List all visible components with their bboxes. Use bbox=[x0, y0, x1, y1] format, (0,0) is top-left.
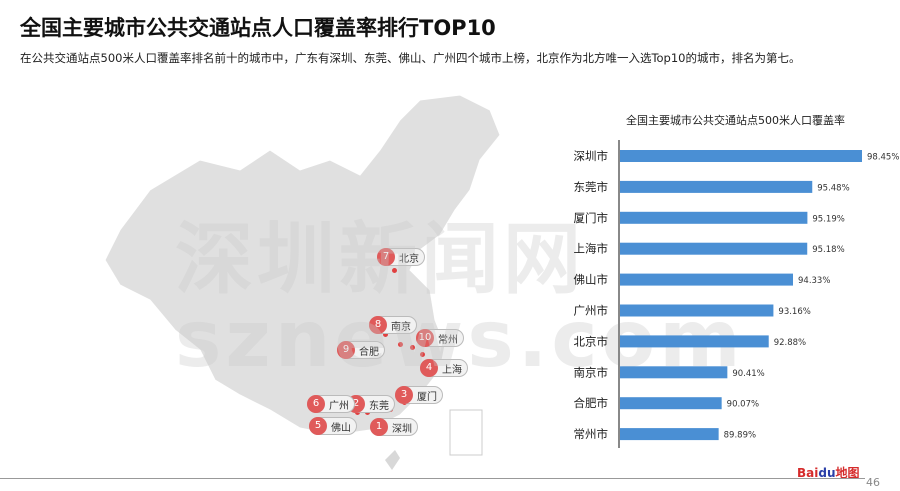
bar bbox=[620, 366, 728, 379]
page-subtitle: 在公共交通站点500米人口覆盖率排名前十的城市中，广东有深圳、东莞、佛山、广州四… bbox=[20, 51, 801, 65]
rank-badge: 9 bbox=[337, 340, 355, 359]
city-marker: 1 深圳 bbox=[370, 417, 418, 436]
baidu-map-logo: Baidu地图 bbox=[797, 466, 860, 480]
city-label: 南京 bbox=[391, 321, 411, 333]
category-label: 佛山市 bbox=[574, 273, 609, 287]
category-label: 南京市 bbox=[574, 365, 609, 379]
rank-badge: 1 bbox=[370, 417, 388, 436]
city-label: 合肥 bbox=[359, 346, 379, 358]
bar bbox=[620, 242, 808, 255]
city-label: 上海 bbox=[442, 364, 462, 376]
category-label: 合肥市 bbox=[574, 396, 609, 410]
city-marker: 3 厦门 bbox=[395, 385, 443, 404]
bar bbox=[620, 397, 722, 410]
page-title: 全国主要城市公共交通站点人口覆盖率排行TOP10 bbox=[20, 16, 496, 40]
value-label: 92.88% bbox=[774, 338, 806, 348]
city-label: 常州 bbox=[438, 334, 458, 346]
category-label: 北京市 bbox=[574, 334, 609, 348]
category-label: 上海市 bbox=[574, 242, 609, 256]
rank-badge: 10 bbox=[416, 328, 434, 347]
bar bbox=[620, 180, 813, 193]
value-label: 90.07% bbox=[727, 400, 759, 410]
category-label: 常州市 bbox=[574, 427, 609, 441]
footer-divider bbox=[0, 478, 865, 479]
city-dot bbox=[398, 342, 403, 347]
page-number: 46 bbox=[866, 476, 880, 489]
city-label: 北京 bbox=[399, 253, 419, 265]
value-label: 94.33% bbox=[798, 276, 830, 286]
value-label: 95.19% bbox=[812, 214, 844, 224]
value-label: 95.18% bbox=[812, 245, 844, 255]
bar bbox=[620, 211, 808, 224]
category-label: 深圳市 bbox=[574, 149, 609, 163]
city-marker: 4 上海 bbox=[420, 358, 468, 377]
city-marker: 5 佛山 bbox=[309, 416, 357, 435]
bar bbox=[620, 428, 719, 441]
bar bbox=[620, 273, 794, 286]
category-label: 东莞市 bbox=[574, 180, 609, 194]
category-label: 广州市 bbox=[574, 304, 609, 318]
rank-badge: 6 bbox=[307, 394, 325, 413]
city-label: 东莞 bbox=[369, 400, 389, 412]
value-label: 93.16% bbox=[778, 307, 810, 317]
category-label: 厦门市 bbox=[574, 211, 609, 225]
bar bbox=[620, 335, 769, 348]
bar bbox=[620, 304, 774, 317]
city-label: 佛山 bbox=[331, 422, 351, 434]
rank-badge: 4 bbox=[420, 358, 438, 377]
city-dot bbox=[392, 268, 397, 273]
city-label: 厦门 bbox=[417, 391, 437, 403]
china-map bbox=[104, 94, 501, 470]
chart-title: 全国主要城市公共交通站点500米人口覆盖率 bbox=[626, 114, 845, 127]
city-marker: 10 常州 bbox=[416, 328, 464, 347]
city-dot bbox=[383, 332, 388, 337]
city-dot bbox=[420, 352, 425, 357]
rank-badge: 5 bbox=[309, 416, 327, 435]
value-label: 95.48% bbox=[817, 183, 849, 193]
rank-badge: 7 bbox=[377, 247, 395, 266]
rank-badge: 8 bbox=[369, 315, 387, 334]
city-marker: 6 广州 bbox=[307, 394, 355, 413]
city-marker: 9 合肥 bbox=[337, 340, 385, 359]
value-label: 89.89% bbox=[724, 431, 756, 441]
rank-badge: 3 bbox=[395, 385, 413, 404]
value-label: 98.45% bbox=[867, 153, 899, 163]
value-label: 90.41% bbox=[732, 369, 764, 379]
city-label: 深圳 bbox=[392, 423, 412, 435]
city-dot bbox=[410, 345, 415, 350]
city-marker: 7 北京 bbox=[377, 247, 425, 266]
city-label: 广州 bbox=[329, 400, 349, 412]
bar bbox=[620, 150, 862, 162]
city-marker: 8 南京 bbox=[369, 315, 417, 334]
